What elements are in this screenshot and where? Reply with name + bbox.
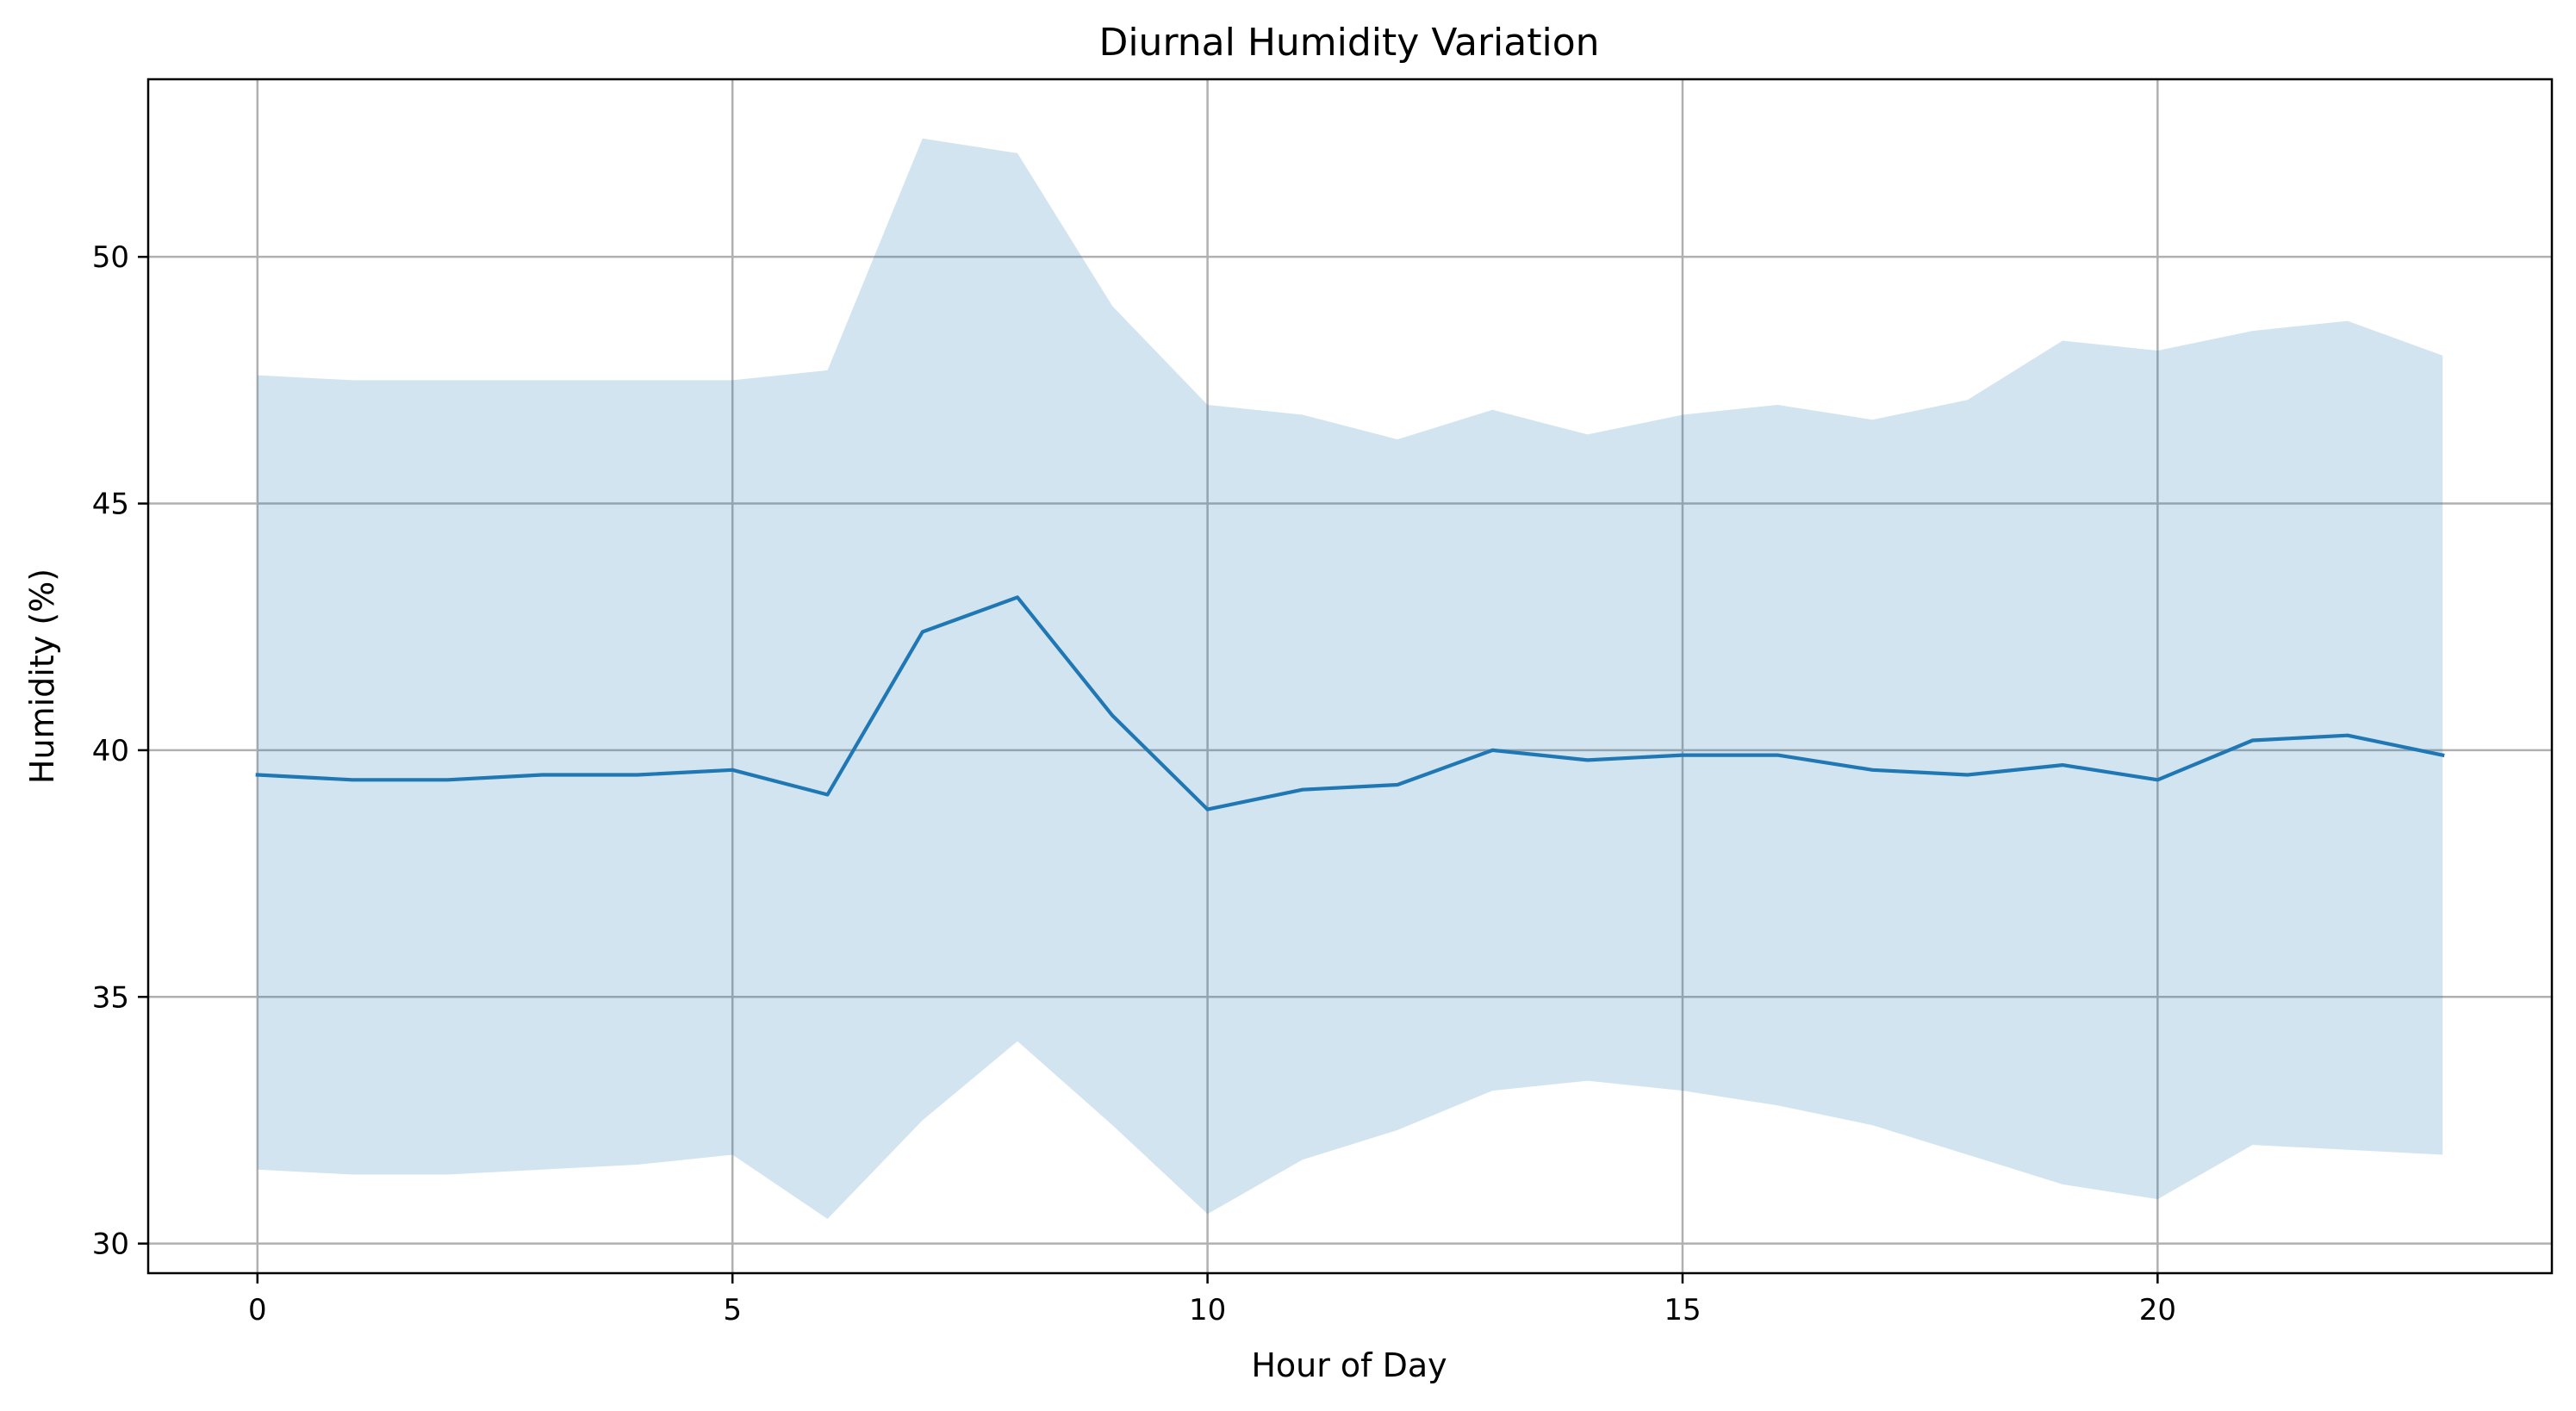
axes-frame	[146, 78, 2554, 1275]
x-tick-label: 10	[1189, 1293, 1226, 1327]
humidity-range-band	[257, 138, 2443, 1220]
x-tick-label: 5	[723, 1293, 742, 1327]
chart-title: Diurnal Humidity Variation	[1098, 21, 1599, 65]
line-layer	[255, 595, 2445, 811]
band-layer	[257, 138, 2443, 1220]
y-tick-label: 45	[92, 488, 129, 522]
x-tick-label: 15	[1664, 1293, 1701, 1327]
grid-layer	[148, 79, 2552, 1273]
x-axis-title: Hour of Day	[1251, 1346, 1447, 1384]
y-tick-label: 35	[92, 980, 129, 1015]
y-tick-label: 30	[92, 1228, 129, 1262]
y-tick-label: 50	[92, 240, 129, 275]
humidity-mean-line	[255, 595, 2445, 811]
x-tick-label: 20	[2139, 1293, 2176, 1327]
y-tick-label: 40	[92, 734, 129, 768]
y-axis-title: Humidity (%)	[23, 569, 61, 784]
tick-layer: 0 5 10 15 20 30 35 40 45 50	[92, 240, 2176, 1327]
x-tick-label: 0	[248, 1293, 267, 1327]
